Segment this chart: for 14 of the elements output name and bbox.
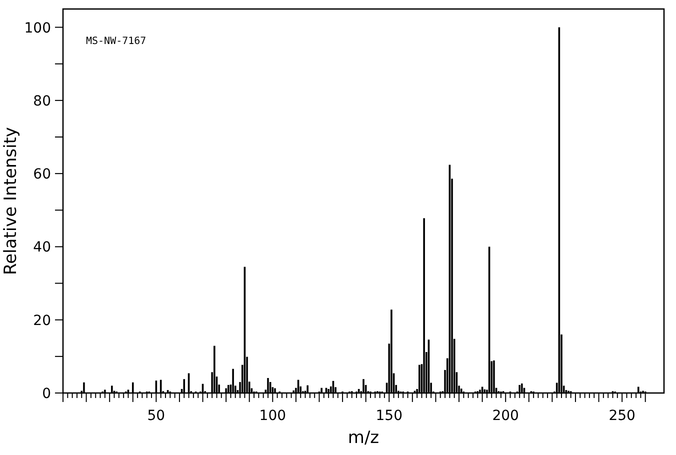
y-tick-label: 100 (24, 20, 51, 36)
x-tick-label: 250 (608, 408, 636, 424)
x-tick-label: 50 (147, 408, 166, 424)
y-tick-label: 80 (33, 93, 51, 110)
x-tick-label: 100 (259, 408, 286, 424)
y-tick-label: 60 (33, 166, 51, 183)
x-tick-label: 150 (376, 408, 402, 424)
y-tick-label: 40 (33, 240, 51, 256)
y-axis-title: Relative Intensity (1, 127, 21, 275)
x-axis-title: m/z (348, 428, 380, 448)
y-tick-label: 0 (42, 386, 51, 402)
annotation: MS-NW-7167 (86, 36, 146, 47)
x-tick-label: 200 (492, 408, 519, 424)
y-tick-label: 20 (33, 312, 51, 329)
